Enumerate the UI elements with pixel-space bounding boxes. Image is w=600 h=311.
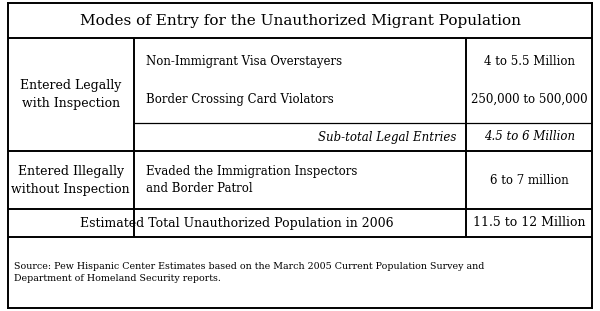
Text: Entered Legally
with Inspection: Entered Legally with Inspection bbox=[20, 79, 121, 110]
Text: Evaded the Immigration Inspectors
and Border Patrol: Evaded the Immigration Inspectors and Bo… bbox=[146, 165, 357, 196]
Text: 250,000 to 500,000: 250,000 to 500,000 bbox=[471, 93, 587, 106]
Text: 11.5 to 12 Million: 11.5 to 12 Million bbox=[473, 216, 586, 230]
Text: Non-Immigrant Visa Overstayers: Non-Immigrant Visa Overstayers bbox=[146, 55, 341, 68]
Text: Modes of Entry for the Unauthorized Migrant Population: Modes of Entry for the Unauthorized Migr… bbox=[79, 13, 521, 27]
Text: Entered Illegally
without Inspection: Entered Illegally without Inspection bbox=[11, 165, 130, 196]
Text: 4.5 to 6 Million: 4.5 to 6 Million bbox=[484, 131, 575, 143]
Text: Sub-total Legal Entries: Sub-total Legal Entries bbox=[318, 131, 457, 143]
Text: Source: Pew Hispanic Center Estimates based on the March 2005 Current Population: Source: Pew Hispanic Center Estimates ba… bbox=[14, 262, 484, 283]
Text: 6 to 7 million: 6 to 7 million bbox=[490, 174, 569, 187]
Text: 4 to 5.5 Million: 4 to 5.5 Million bbox=[484, 55, 575, 68]
Text: Estimated Total Unauthorized Population in 2006: Estimated Total Unauthorized Population … bbox=[80, 216, 394, 230]
Text: Border Crossing Card Violators: Border Crossing Card Violators bbox=[146, 93, 334, 106]
